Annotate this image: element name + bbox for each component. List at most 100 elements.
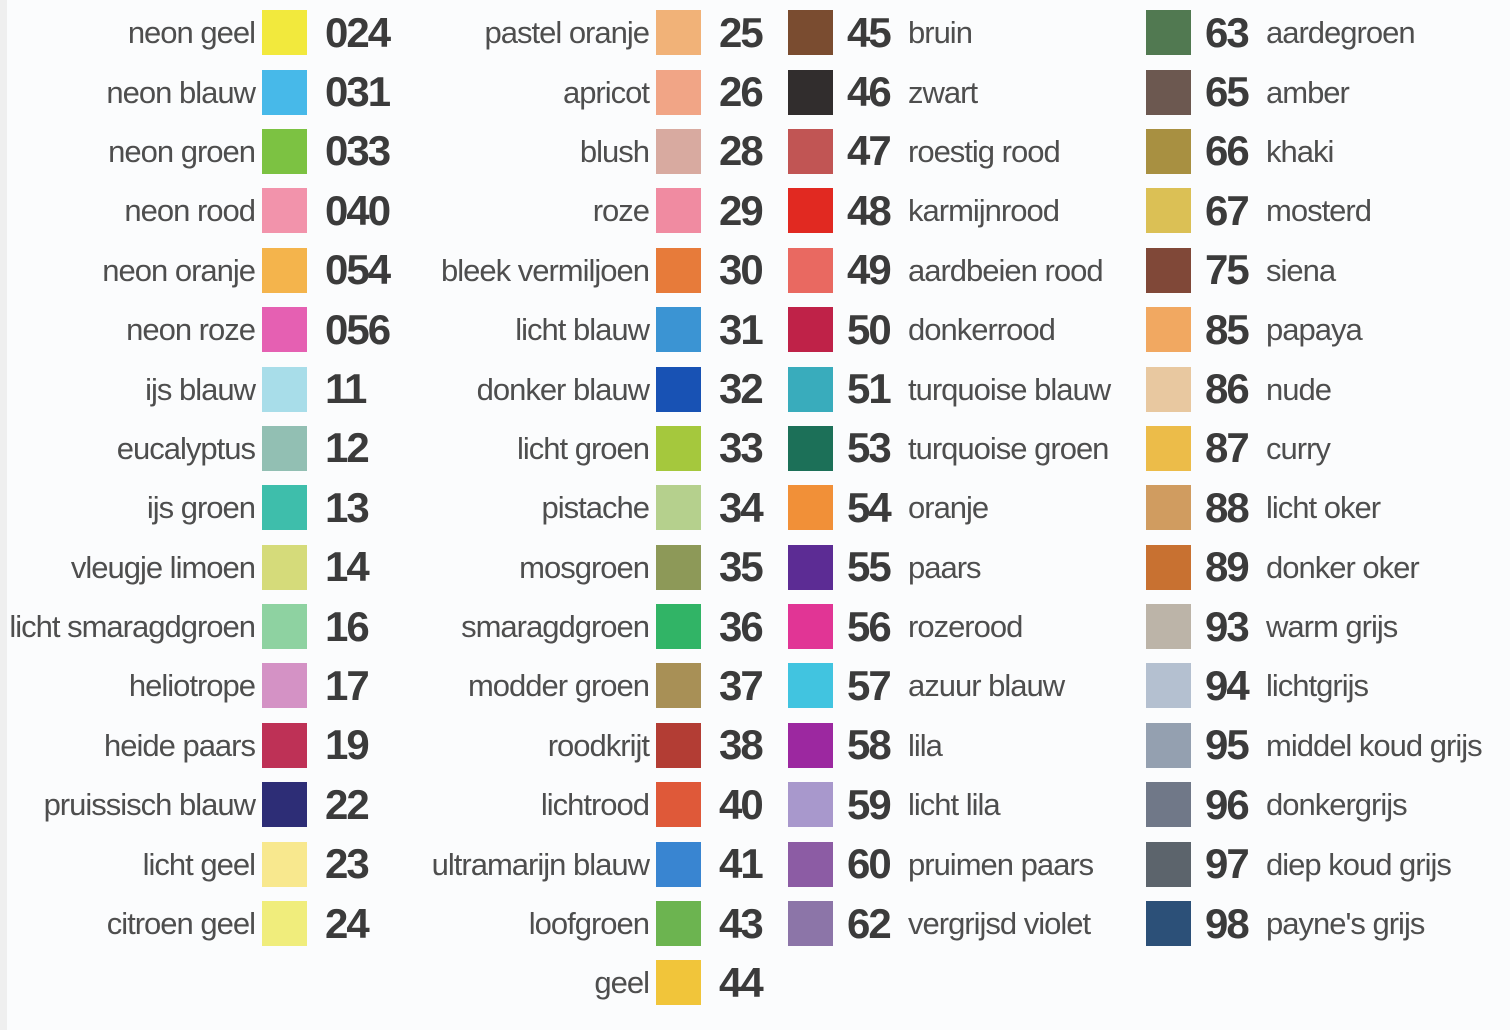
- color-row: 93 warm grijs: [1146, 597, 1482, 656]
- color-name-label: eucalyptus: [116, 430, 256, 466]
- color-number-label: 59: [847, 780, 892, 828]
- color-number-label: 86: [1205, 365, 1250, 413]
- color-name-label: heliotrope: [128, 668, 256, 704]
- color-swatch: [788, 69, 833, 115]
- color-number-label: 11: [325, 365, 367, 413]
- color-row: 48 karmijnrood: [788, 181, 1110, 240]
- color-name-label: karmijnrood: [908, 193, 1060, 229]
- color-name-label: papaya: [1266, 312, 1363, 348]
- color-name-label: amber: [1266, 74, 1350, 110]
- color-number-label: 48: [847, 186, 892, 234]
- color-swatch: [1146, 841, 1191, 887]
- color-number-label: 32: [719, 365, 764, 413]
- color-row: 67 mosterd: [1146, 181, 1482, 240]
- color-row: 54 oranje: [788, 478, 1110, 537]
- color-row: 87 curry: [1146, 419, 1482, 478]
- color-name-label: turquoise blauw: [908, 371, 1111, 407]
- color-row: ijs groen 13: [0, 478, 389, 537]
- color-swatch: [788, 782, 833, 828]
- color-name-label: diep koud grijs: [1266, 846, 1452, 882]
- color-swatch: [788, 485, 833, 531]
- color-row: modder groen 37: [392, 656, 764, 715]
- color-name-label: licht blauw: [515, 312, 650, 348]
- color-number-label: 056: [325, 305, 391, 353]
- color-row: 62 vergrijsd violet: [788, 894, 1110, 953]
- color-swatch: [656, 69, 701, 115]
- color-number-label: 85: [1205, 305, 1250, 353]
- color-swatch: [788, 663, 833, 709]
- color-swatch: [262, 425, 307, 471]
- color-number-label: 89: [1205, 543, 1250, 591]
- color-row: 57 azuur blauw: [788, 656, 1110, 715]
- color-row: 66 khaki: [1146, 122, 1482, 181]
- color-name-label: lichtgrijs: [1266, 668, 1369, 704]
- color-swatch: [656, 960, 701, 1006]
- color-name-label: donker oker: [1266, 549, 1420, 585]
- color-number-label: 29: [719, 186, 764, 234]
- color-number-label: 45: [847, 8, 892, 56]
- color-number-label: 25: [719, 8, 764, 56]
- color-swatch: [1146, 366, 1191, 412]
- color-name-label: licht lila: [908, 787, 1001, 823]
- color-name-label: bruin: [908, 15, 973, 51]
- color-row: 51 turquoise blauw: [788, 359, 1111, 418]
- color-number-label: 75: [1205, 246, 1250, 294]
- color-row: roze 29: [392, 181, 764, 240]
- color-swatch: [262, 10, 307, 56]
- color-swatch: [262, 544, 307, 590]
- color-number-label: 87: [1205, 424, 1250, 472]
- color-number-label: 35: [719, 543, 764, 591]
- color-number-label: 62: [847, 899, 892, 947]
- color-swatch: [788, 841, 833, 887]
- color-name-label: ijs groen: [146, 490, 256, 526]
- color-swatch: [788, 307, 833, 353]
- color-row: 55 paars: [788, 538, 1110, 597]
- color-column-2: pastel oranje 25 apricot 26 blush 28 roze 29 ble…: [392, 3, 764, 1013]
- color-name-label: donkerrood: [908, 312, 1056, 348]
- color-name-label: lichtrood: [540, 787, 650, 823]
- color-name-label: siena: [1266, 252, 1336, 288]
- color-name-label: citroen geel: [106, 906, 256, 942]
- color-name-label: pruissisch blauw: [43, 787, 256, 823]
- color-swatch: [788, 425, 833, 471]
- color-row: lichtrood 40: [392, 775, 764, 834]
- color-number-label: 65: [1205, 68, 1250, 116]
- color-row: 53 turquoise groen: [788, 419, 1110, 478]
- color-name-label: apricot: [562, 74, 650, 110]
- color-swatch: [1146, 722, 1191, 768]
- color-number-label: 53: [847, 424, 892, 472]
- color-row: neon groen 033: [0, 122, 391, 181]
- color-name-label: licht geel: [142, 846, 256, 882]
- color-number-label: 46: [847, 68, 892, 116]
- color-number-label: 96: [1205, 780, 1250, 828]
- color-row: 86 nude: [1146, 359, 1482, 418]
- color-swatch: [656, 901, 701, 947]
- color-row: 49 aardbeien rood: [788, 241, 1110, 300]
- color-row: 56 rozerood: [788, 597, 1110, 656]
- color-name-label: aardegroen: [1266, 15, 1416, 51]
- color-number-label: 41: [719, 840, 764, 888]
- color-number-label: 28: [719, 127, 764, 175]
- color-number-label: 34: [719, 483, 764, 531]
- color-row: 98 payne's grijs: [1146, 894, 1482, 953]
- color-number-label: 56: [847, 602, 892, 650]
- color-row: 97 diep koud grijs: [1146, 834, 1482, 893]
- color-row: heide paars 19: [0, 716, 389, 775]
- color-number-label: 63: [1205, 8, 1250, 56]
- color-swatch: [656, 722, 701, 768]
- color-row: 89 donker oker: [1146, 538, 1482, 597]
- color-swatch: [1146, 782, 1191, 828]
- color-name-label: licht groen: [516, 430, 650, 466]
- color-swatch: [262, 722, 307, 768]
- color-name-label: neon roze: [126, 312, 256, 348]
- color-number-label: 031: [325, 68, 391, 116]
- color-swatch: [788, 247, 833, 293]
- color-name-label: curry: [1266, 430, 1331, 466]
- color-row: ultramarijn blauw 41: [392, 834, 764, 893]
- color-name-label: mosgroen: [519, 549, 650, 585]
- color-swatch: [1146, 901, 1191, 947]
- color-name-label: ultramarijn blauw: [431, 846, 650, 882]
- color-row: loofgroen 43: [392, 894, 764, 953]
- color-swatch: [656, 366, 701, 412]
- color-row: pistache 34: [392, 478, 764, 537]
